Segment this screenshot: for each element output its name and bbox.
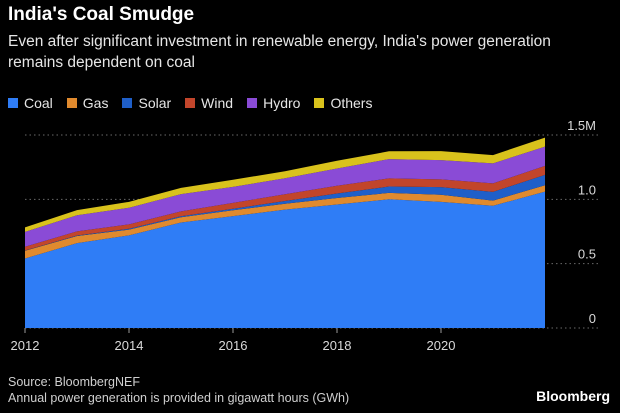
area-chart: 0 0.5 1.0 1.5M 2012 2014 2016 2018 2020 xyxy=(11,118,600,353)
x-tick-label: 2020 xyxy=(427,338,456,353)
x-tick-label: 2014 xyxy=(115,338,144,353)
bloomberg-logo: Bloomberg xyxy=(536,388,610,404)
legend-swatch xyxy=(66,98,77,108)
area-series-hydro xyxy=(25,146,545,247)
legend-label: Wind xyxy=(201,95,234,111)
legend-swatch xyxy=(314,98,325,108)
x-tick-label: 2012 xyxy=(11,338,40,353)
legend-item-hydro: Hydro xyxy=(247,95,300,111)
legend-swatch xyxy=(247,98,258,108)
y-tick-label: 0.5 xyxy=(578,247,596,262)
y-tick-label: 0 xyxy=(589,311,596,326)
legend-item-solar: Solar xyxy=(122,95,171,111)
chart-subtitle: Even after significant investment in ren… xyxy=(8,33,551,71)
y-tick-label: 1.0 xyxy=(578,182,596,197)
legend-item-others: Others xyxy=(314,95,372,111)
legend-swatch xyxy=(185,98,196,108)
area-series-coal xyxy=(25,191,545,328)
y-tick-label: 1.5M xyxy=(567,118,596,133)
x-tick-label: 2016 xyxy=(219,338,248,353)
legend: Coal Gas Solar Wind Hydro Others xyxy=(8,95,372,111)
legend-label: Coal xyxy=(24,95,53,111)
legend-label: Gas xyxy=(82,95,109,111)
legend-label: Solar xyxy=(138,95,172,111)
legend-label: Others xyxy=(330,95,373,111)
x-tick-label: 2018 xyxy=(323,338,352,353)
legend-label: Hydro xyxy=(263,95,301,111)
source-note: Source: BloombergNEF Annual power genera… xyxy=(8,374,349,406)
chart-title: India's Coal Smudge xyxy=(8,4,195,25)
legend-item-wind: Wind xyxy=(185,95,233,111)
legend-swatch xyxy=(122,98,133,108)
legend-swatch xyxy=(8,98,18,108)
legend-item-gas: Gas xyxy=(66,95,109,111)
source-text: Source: BloombergNEF xyxy=(8,375,141,389)
unit-note: Annual power generation is provided in g… xyxy=(8,391,350,405)
legend-item-coal: Coal xyxy=(8,95,53,111)
